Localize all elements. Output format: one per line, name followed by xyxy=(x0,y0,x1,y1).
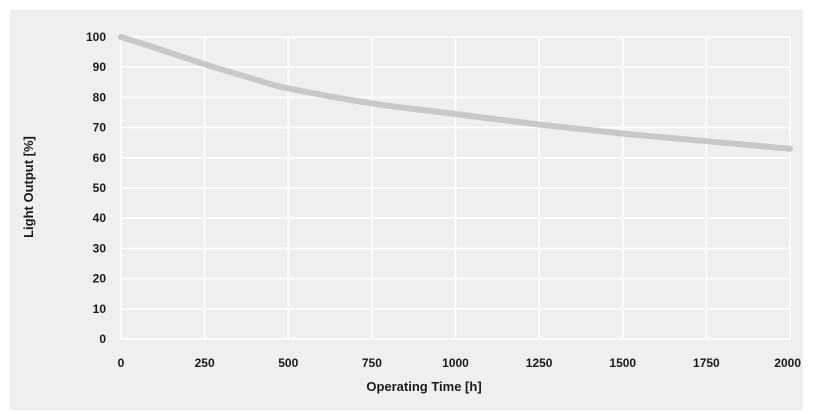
x-tick-label: 250 xyxy=(195,356,215,370)
light-output-curve xyxy=(118,34,793,152)
y-tick-label: 20 xyxy=(93,272,107,286)
gridlines xyxy=(120,36,791,340)
x-tick-label: 1000 xyxy=(442,356,469,370)
x-tick-label: 1500 xyxy=(609,356,636,370)
x-tick-label: 750 xyxy=(362,356,382,370)
x-tick-label: 2000 xyxy=(774,356,801,370)
y-tick-label: 90 xyxy=(93,60,107,74)
y-tick-label: 10 xyxy=(93,302,107,316)
x-tick-label: 500 xyxy=(278,356,298,370)
data-series xyxy=(118,34,793,152)
x-tick-label: 1250 xyxy=(526,356,553,370)
y-tick-label: 70 xyxy=(93,121,107,135)
y-tick-label: 50 xyxy=(93,181,107,195)
y-tick-label: 40 xyxy=(93,211,107,225)
y-tick-label: 80 xyxy=(93,90,107,104)
x-tick-label: 0 xyxy=(118,356,125,370)
y-tick-label: 100 xyxy=(86,30,106,44)
y-axis-ticks: 0 10 20 30 40 50 60 70 80 90 100 xyxy=(86,30,106,346)
x-axis-ticks: 0 250 500 750 1000 1250 1500 1750 2000 xyxy=(118,356,802,370)
x-tick-label: 1750 xyxy=(693,356,720,370)
x-axis-title: Operating Time [h] xyxy=(366,379,481,394)
y-tick-label: 30 xyxy=(93,241,107,255)
chart-panel-background xyxy=(10,10,803,410)
y-tick-label: 0 xyxy=(99,332,106,346)
y-tick-label: 60 xyxy=(93,151,107,165)
y-axis-title: Light Output [%] xyxy=(21,136,36,238)
